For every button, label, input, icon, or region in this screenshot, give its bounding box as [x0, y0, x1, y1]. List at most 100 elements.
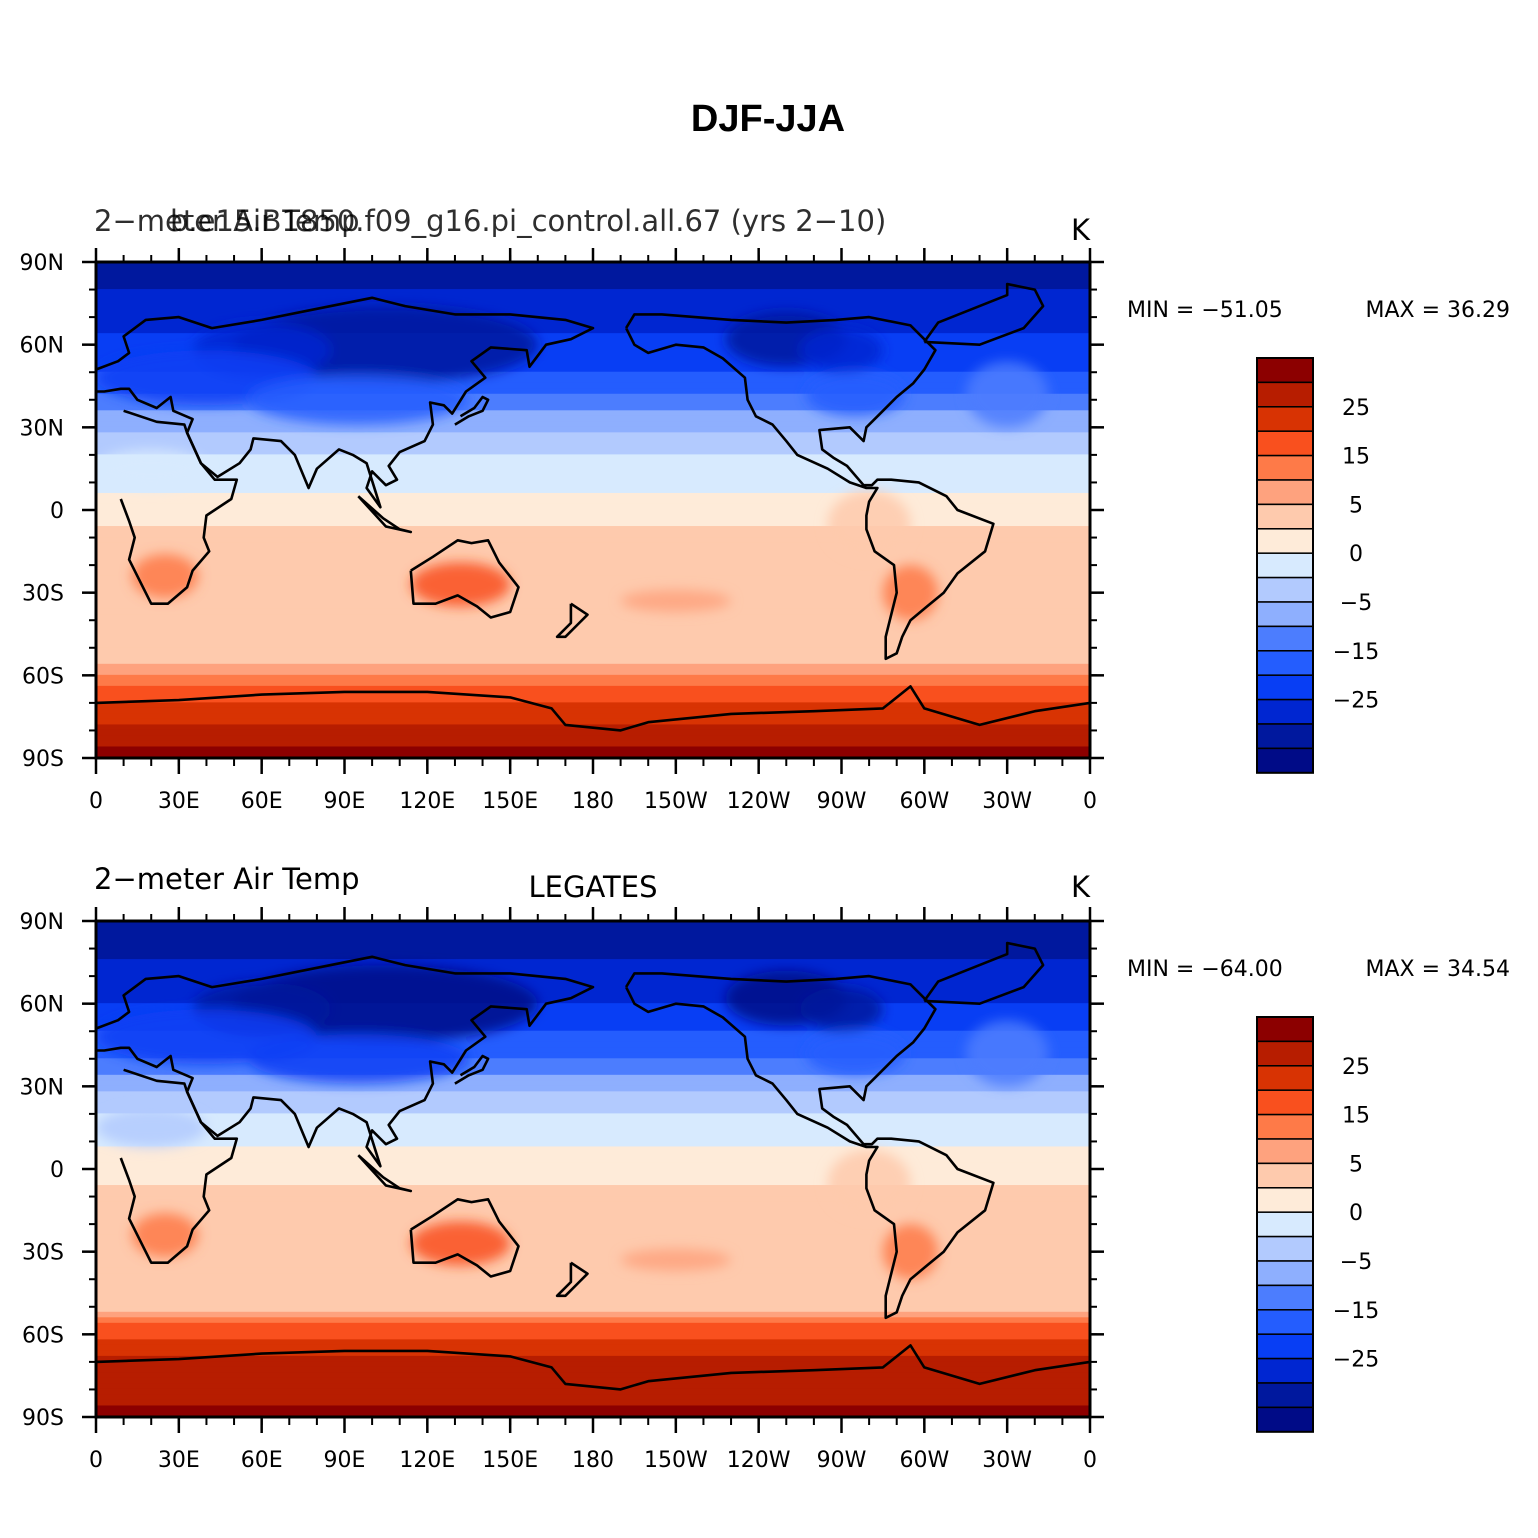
colorbar-label: −15 — [1333, 640, 1379, 665]
colorbar-swatch — [1256, 1113, 1314, 1140]
coastline — [357, 495, 413, 534]
latitude-band — [96, 1201, 1090, 1209]
latitude-band — [96, 1091, 1090, 1098]
latitude-band — [96, 1350, 1090, 1357]
latitude-band — [96, 669, 1090, 676]
lat-tick-label: 60N — [20, 993, 64, 1018]
latitude-band — [96, 1311, 1090, 1319]
page-title: DJF-JJA — [691, 98, 845, 140]
latitude-band — [96, 1151, 1090, 1159]
latitude-band — [96, 1306, 1090, 1313]
latitude-band — [96, 1361, 1090, 1368]
anomaly-region — [882, 1224, 939, 1280]
latitude-band — [96, 575, 1090, 583]
latitude-band — [96, 432, 1090, 439]
latitude-band — [96, 997, 1090, 1005]
colorbar-swatch — [1256, 1138, 1314, 1165]
colorbar-model: 25 15 5 0 −5 −15 −25 — [1256, 357, 1379, 774]
latitude-band — [96, 674, 1090, 682]
latitude-band — [96, 1289, 1090, 1297]
coastlines — [96, 282, 1090, 732]
latitude-band — [96, 509, 1090, 517]
latitude-band — [96, 492, 1090, 500]
latitude-band — [96, 1317, 1090, 1324]
latitude-band — [96, 970, 1090, 977]
latitude-band — [96, 696, 1090, 704]
anomaly-region — [620, 589, 732, 612]
lon-tick-label: 0 — [89, 789, 103, 814]
latitude-band — [96, 603, 1090, 610]
colorbar-swatch — [1256, 1357, 1314, 1384]
latitude-band — [96, 564, 1090, 572]
latitude-band — [96, 685, 1090, 693]
coastline — [454, 395, 490, 426]
coastline — [555, 1261, 589, 1298]
latitude-band — [96, 426, 1090, 434]
anomaly-region — [620, 1248, 732, 1271]
latitude-band — [96, 1003, 1090, 1010]
latitude-band — [96, 1278, 1090, 1286]
anomaly-region — [827, 490, 911, 557]
lon-tick-label: 150W — [644, 789, 708, 814]
coastline — [119, 409, 239, 605]
axis-ticks: 90N 60N 30N 0 30S 60S 90S 0 30E 60E 90E 120E 150E 180… — [20, 248, 1104, 814]
latitude-band — [96, 355, 1090, 362]
latitude-band — [96, 614, 1090, 621]
latitude-band — [96, 454, 1090, 461]
latitude-band — [96, 465, 1090, 472]
colorbar-swatch — [1256, 1016, 1314, 1043]
latitude-band — [96, 515, 1090, 522]
latitude-band — [96, 399, 1090, 406]
latitude-band — [96, 1168, 1090, 1176]
colorbar-label: −5 — [1340, 1250, 1372, 1275]
latitude-band — [96, 559, 1090, 566]
latitude-band — [96, 981, 1090, 988]
latitude-band — [96, 1179, 1090, 1187]
latitude-band — [96, 316, 1090, 324]
latitude-band — [96, 262, 1090, 269]
colorbar-swatch — [1256, 430, 1314, 457]
latitude-band — [96, 1284, 1090, 1291]
latitude-band — [96, 366, 1090, 373]
latitude-band — [96, 1107, 1090, 1115]
latitude-band — [96, 1157, 1090, 1164]
max-stat: MAX = 34.54 — [1365, 957, 1510, 982]
latitude-band — [96, 937, 1090, 944]
colorbar-swatch — [1256, 406, 1314, 432]
coastline — [624, 313, 995, 661]
coastline — [555, 602, 589, 639]
latitude-band — [96, 1388, 1090, 1396]
latitude-band — [96, 1069, 1090, 1076]
anomaly-region — [410, 1221, 511, 1266]
latitude-band — [96, 740, 1090, 748]
colorbar-swatch — [1256, 1406, 1314, 1433]
lon-tick-label: 30E — [158, 789, 200, 814]
latitude-band — [96, 1223, 1090, 1231]
latitude-band — [96, 625, 1090, 632]
latitude-band — [96, 1229, 1090, 1236]
latitude-band — [96, 481, 1090, 489]
anomaly-region — [800, 987, 883, 1032]
latitude-band — [96, 344, 1090, 351]
latitude-band — [96, 470, 1090, 478]
latitude-band — [96, 1058, 1090, 1065]
lon-tick-label: 0 — [1083, 1448, 1097, 1473]
anomaly-region — [965, 1020, 1049, 1087]
latitude-band — [96, 448, 1090, 456]
coastline — [96, 1344, 1090, 1391]
colorbar-legates: 25 15 5 0 −5 −15 −25 — [1256, 1016, 1379, 1433]
latitude-band — [96, 311, 1090, 318]
latitude-band — [96, 942, 1090, 950]
colorbar-label: −25 — [1333, 689, 1379, 714]
colorbar-swatch — [1256, 1309, 1314, 1335]
latitude-band — [96, 948, 1090, 955]
latitude-band — [96, 548, 1090, 555]
colorbar-swatch — [1256, 381, 1314, 408]
latitude-band — [96, 542, 1090, 550]
latitude-band — [96, 1124, 1090, 1131]
latitude-band — [96, 986, 1090, 994]
lon-tick-label: 0 — [1083, 789, 1097, 814]
latitude-band — [96, 964, 1090, 972]
latitude-band — [96, 1251, 1090, 1258]
latitude-band — [96, 702, 1090, 709]
